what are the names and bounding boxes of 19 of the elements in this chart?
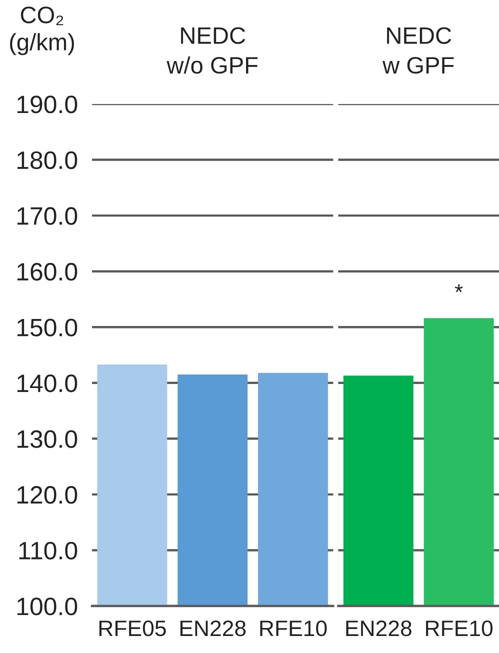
x-tick-label: RFE05 — [99, 620, 166, 636]
x-tick-label: RFE10 — [260, 620, 327, 636]
y-axis-title: CO₂ (g/km) — [10, 6, 74, 56]
y-tick-label: 140.0 — [17, 374, 78, 392]
y-tick-label: 160.0 — [17, 262, 78, 281]
x-tick-label: EN228 — [346, 620, 412, 636]
y-tick-label: 180.0 — [17, 151, 78, 170]
y-tick-label: 100.0 — [17, 598, 78, 616]
chart-title: NEDC w/o GPF — [166, 27, 258, 74]
y-tick-label: 150.0 — [17, 318, 78, 336]
y-tick-label: 120.0 — [17, 486, 78, 504]
y-tick-label: 170.0 — [17, 207, 78, 225]
x-tick-label: RFE10 — [426, 620, 493, 636]
x-tick-label: EN228 — [180, 620, 246, 636]
y-tick-label: 190.0 — [17, 96, 78, 114]
y-tick-label: 110.0 — [19, 542, 78, 560]
annotation: * — [454, 284, 463, 292]
chart-title: NEDC w GPF — [382, 27, 454, 74]
y-tick-label: 130.0 — [17, 430, 78, 448]
